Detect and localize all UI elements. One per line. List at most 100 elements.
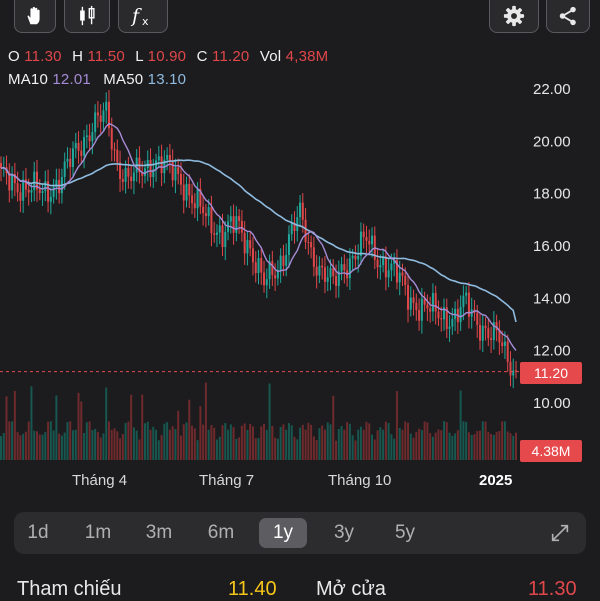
volume-bar [465,421,468,460]
volume-bar [454,433,457,460]
volume-bar [177,410,180,460]
volume-bar [19,435,22,460]
timeframe-6m[interactable]: 6m [207,522,235,543]
volume-bar [235,438,238,460]
candle [437,300,440,326]
volume-bar [207,429,210,460]
price-chart[interactable]: 22.00 20.00 18.00 16.00 14.00 12.00 10.00 [0,80,600,465]
volume-bar [263,423,266,460]
timeframe-3y[interactable]: 3y [333,522,355,543]
candle [218,216,221,245]
volume-bar [310,424,313,460]
indicator-button[interactable]: f x [118,0,168,33]
candle [47,169,50,213]
timeframe-1m[interactable]: 1m [84,522,112,543]
candle [263,260,266,293]
timeframe-1d[interactable]: 1d [27,522,49,543]
fullscreen-button[interactable] [536,518,584,548]
candle [423,291,426,312]
candle [512,358,515,389]
volume-bar [476,431,479,460]
draw-tool-button[interactable] [14,0,56,33]
candle [121,169,124,191]
candle [157,145,160,168]
volume-bar [407,422,410,460]
share-button[interactable] [546,0,590,33]
candle [41,184,44,206]
timeframe-5y[interactable]: 5y [394,522,416,543]
candle [257,250,260,285]
volume-bar [69,421,72,460]
volume-bar [213,427,216,460]
volume-bar [227,429,230,460]
candle [337,260,340,298]
chart-type-button[interactable] [64,0,110,33]
volume-bar [390,434,393,460]
candle [393,252,396,277]
candle [368,229,371,253]
candle [321,258,324,280]
volume-bar [418,428,421,460]
volume-bar [434,432,437,460]
high-label: H [72,48,84,65]
volume-bar [271,425,274,460]
candle [207,199,210,226]
price-tick-label: 22.00 [533,81,571,98]
ma50-label: MA50 [103,71,144,88]
low-label: L [135,48,144,65]
candle [155,153,158,182]
candle [22,170,25,214]
candle [249,231,252,257]
volume-bar [287,423,290,460]
settings-button[interactable] [489,0,539,33]
open-value: 11.30 [24,48,62,65]
volume-bar [268,383,271,460]
volume-bar [96,432,99,460]
volume-bar [243,423,246,460]
volume-bar [276,438,279,460]
volume-bar [382,429,385,460]
candle [440,306,443,332]
volume-bar [127,421,130,460]
volume-bar [218,436,221,460]
volume-bar [224,423,227,460]
candle [454,301,457,331]
volume-bar [379,427,382,460]
volume-bar [456,430,459,460]
candle [160,144,163,187]
candle [2,156,5,177]
candle [465,285,468,305]
candle [107,90,110,137]
candle [127,156,130,189]
reference-label: Tham chiếu [17,578,122,600]
candle [401,263,404,286]
candle [445,298,448,339]
volume-bar [196,440,199,460]
volume-bar [110,429,113,460]
candle [479,313,482,350]
volume-bar [445,422,448,460]
volume-bar [373,439,376,460]
volume-bar [27,421,30,460]
volume-bar [285,429,288,460]
volume-bar [312,436,315,460]
candle [171,149,174,187]
volume-bar [107,421,110,460]
volume-bar [47,421,50,460]
volume-bar [132,427,135,460]
volume-bar [323,429,326,460]
price-tick-label: 16.00 [533,238,571,255]
candlestick-icon [80,5,95,26]
volume-bar [119,438,122,460]
candle [312,236,315,277]
candle [431,283,434,322]
volume-bar [179,435,182,460]
candle [268,254,271,289]
timeframe-1y[interactable]: 1y [259,518,307,548]
timeframe-3m[interactable]: 3m [145,522,173,543]
volume-bar [8,421,11,460]
volume-bar [191,425,194,460]
volume-bar [296,439,299,460]
candle [96,101,99,128]
volume-bar [487,431,490,460]
